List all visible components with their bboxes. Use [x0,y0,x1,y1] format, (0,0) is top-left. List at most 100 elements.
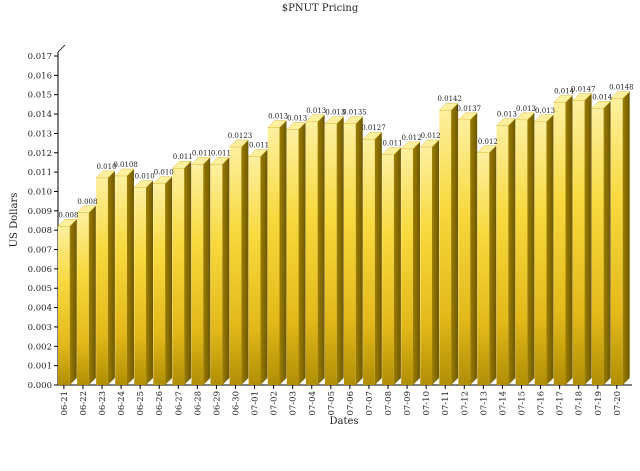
x-tick-label: 07-19 [594,391,604,416]
x-tick-label: 07-20 [613,391,623,416]
data-label: 0.013 [268,113,288,121]
y-tick-label: 0.016 [28,71,52,81]
bar-front [286,129,299,385]
bar [190,157,211,385]
data-label: 0.013 [325,109,345,117]
bar-front [572,100,585,385]
data-label: 0.0127 [361,124,386,132]
bar-side [222,157,230,385]
bar-front [96,177,108,385]
bar-top [286,122,307,130]
bar-top [267,120,287,128]
bar [553,95,573,386]
bar-top [210,157,230,165]
y-tick-label: 0.001 [28,362,52,372]
data-label: 0.0147 [571,86,596,94]
x-tick-label: 07-06 [346,391,356,416]
bar [496,118,516,385]
bar-front [191,164,204,385]
bar-side [565,95,573,386]
x-tick-label: 07-12 [460,391,470,416]
data-label: 0.013 [306,107,326,115]
bar-front [248,156,261,385]
bar-top [476,145,497,153]
bar [210,157,230,385]
bar-top [343,116,364,124]
bar-top [324,116,345,124]
y-tick-label: 0.006 [28,265,52,275]
y-tick-label: 0.012 [28,149,52,159]
bar-top [95,170,116,179]
bar [286,122,307,386]
x-tick-label: 06-25 [136,391,146,416]
bar-front [229,146,242,385]
y-tick-label: 0.011 [28,168,52,178]
x-tick-label: 07-18 [575,391,585,416]
bar [248,149,268,385]
data-label: 0.0137 [457,105,482,113]
bar-top [419,139,440,148]
x-tick-label: 06-28 [193,391,203,416]
bar-front [534,121,547,386]
bar [572,93,593,385]
x-tick-label: 07-14 [498,391,508,416]
y-tick-label: 0.007 [28,246,52,256]
data-label: 0.010 [135,173,155,181]
y-tick-label: 0.002 [28,342,52,352]
bar-front [458,119,471,385]
x-tick-label: 06-22 [79,391,89,416]
bar-side [451,103,459,385]
bar-top [248,149,268,157]
x-tick-label: 06-30 [231,391,241,416]
y-tick-label: 0.005 [28,284,52,294]
chart-title: $PNUT Pricing [282,3,359,14]
bar-side [527,112,535,385]
bar-top [362,132,383,140]
bar-front [58,226,70,385]
bar-side [126,168,134,385]
x-tick-label: 07-05 [327,391,337,416]
bar-front [420,146,433,385]
bar-top [553,95,573,103]
bar-side [584,93,592,385]
x-axis-title: Dates [329,416,358,427]
bar-top [133,180,154,188]
bar-front [153,183,166,385]
bar-side [508,118,516,385]
bar-front [134,187,147,385]
bar-side [317,114,325,386]
x-tick-label: 07-03 [289,391,299,416]
x-tick-label: 06-26 [155,391,165,416]
bar [457,112,478,385]
data-label: 0.011 [192,149,212,157]
data-label: 0.0148 [609,84,634,92]
bar [76,205,97,385]
bar-top [229,139,249,148]
data-label: 0.0142 [437,95,462,103]
bar [152,176,173,385]
y-tick-label: 0.009 [28,207,52,217]
x-axis-ticks: 06-21 06-22 06-23 06-24 06-25 06-26 06-27 06-28… [60,385,623,416]
data-label: 0.011 [173,153,193,161]
data-label: 0.0123 [228,132,253,140]
bar-side [279,120,287,385]
x-tick-label: 07-10 [422,391,432,416]
bar-side [374,132,382,385]
bar-front [115,175,127,385]
bar-side [622,91,630,385]
bar [400,141,421,385]
bar-top [171,161,192,169]
x-tick-label: 06-23 [98,391,108,416]
bar-top [610,91,631,99]
bar [57,219,78,385]
bar [534,114,554,386]
x-tick-label: 07-16 [537,391,547,416]
data-label: 0.012 [478,138,498,146]
bar-front [77,212,89,385]
x-tick-label: 07-15 [517,391,527,416]
data-label: 0.014 [592,93,613,101]
bar-side [298,122,306,386]
y-tick-label: 0.003 [28,323,52,333]
bar-side [184,161,192,385]
bar [133,180,154,385]
